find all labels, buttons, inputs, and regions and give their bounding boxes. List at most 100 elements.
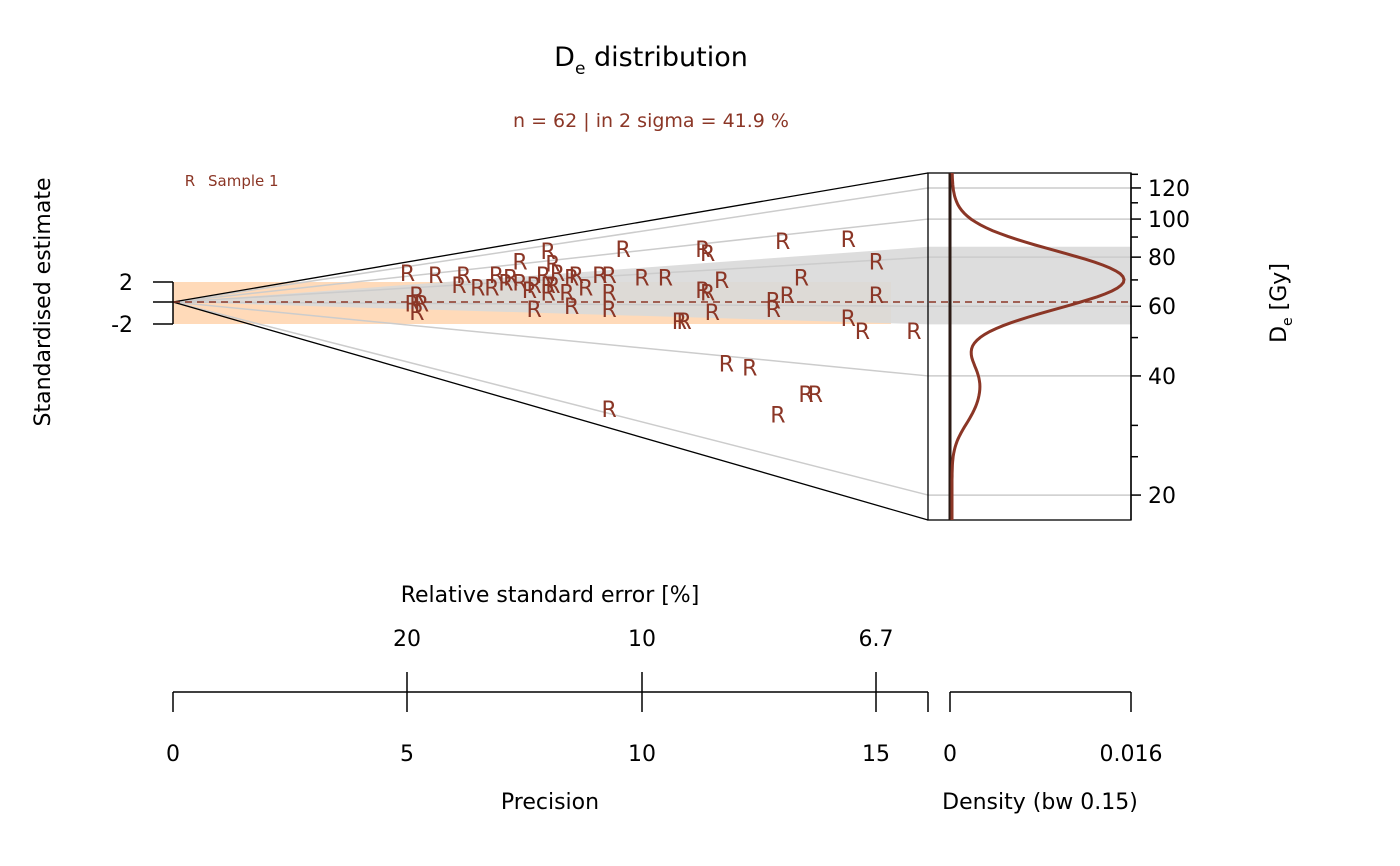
data-point: R	[775, 230, 790, 255]
data-point: R	[742, 357, 757, 382]
precision-tick-label: 15	[862, 742, 890, 767]
data-point: R	[770, 403, 785, 428]
de-tick-label: 120	[1148, 177, 1190, 202]
data-point: R	[559, 282, 574, 307]
data-point: R	[409, 284, 424, 309]
data-point: R	[409, 301, 424, 326]
two-sigma-band-grey	[173, 246, 1131, 325]
chart-title: De distribution	[554, 42, 748, 79]
de-reference-line	[172, 256, 929, 303]
de-tick-label: 20	[1148, 484, 1176, 509]
data-point: R	[634, 266, 649, 291]
precision-axis	[172, 672, 929, 712]
data-point: R	[616, 238, 631, 263]
legend-label: Sample 1	[208, 172, 279, 190]
de-tick-label: 60	[1148, 295, 1176, 320]
de-reference-line	[172, 187, 929, 303]
data-point: R	[414, 292, 429, 317]
data-point: R	[855, 320, 870, 345]
data-point: R	[695, 238, 710, 263]
data-point: R	[601, 298, 616, 323]
data-point: R	[400, 262, 415, 287]
z-tick-label-2: 2	[119, 271, 133, 296]
data-point: R	[869, 250, 884, 275]
data-point: R	[677, 310, 692, 335]
data-point: R	[484, 276, 499, 301]
y-left-axis-label: Standardised estimate	[31, 178, 56, 427]
de-reference-line	[172, 301, 929, 496]
precision-tick-label: 5	[400, 742, 414, 767]
data-point: R	[564, 295, 579, 320]
data-point: R	[512, 250, 527, 275]
fan-upper-boundary	[172, 172, 929, 303]
data-point: R	[536, 264, 551, 289]
data-point: R	[512, 271, 527, 296]
data-point: R	[869, 284, 884, 309]
density-curve	[950, 172, 1126, 520]
data-point: R	[456, 264, 471, 289]
de-reference-line	[172, 301, 929, 377]
data-point: R	[541, 274, 556, 299]
de-axis-right: 120 100 80 60 40 20	[1130, 173, 1190, 520]
legend-symbol: R	[185, 172, 195, 190]
data-point: R	[470, 276, 485, 301]
precision-tick-label: 10	[628, 742, 656, 767]
de-reference-line	[172, 218, 929, 303]
data-point: R	[672, 310, 687, 335]
z-tick-label-neg2: -2	[111, 313, 133, 338]
data-point: R	[794, 266, 809, 291]
y-right-axis-label: De [Gy]	[1267, 263, 1296, 343]
data-point: R	[578, 276, 593, 301]
data-point: R	[700, 282, 715, 307]
density-axis-label: Density (bw 0.15)	[942, 790, 1138, 815]
rse-tick-label: 20	[393, 627, 421, 652]
density-axis	[949, 691, 1132, 712]
data-point: R	[405, 292, 420, 317]
data-point: R	[658, 266, 673, 291]
data-point: R	[526, 274, 541, 299]
density-tick-label: 0.016	[1100, 742, 1163, 767]
de-reference-lines	[172, 187, 1131, 496]
density-panel	[927, 172, 1132, 521]
data-point: R	[700, 242, 715, 267]
rse-tick-label: 6.7	[859, 627, 894, 652]
data-point: R	[719, 353, 734, 378]
fan-lower-boundary	[172, 301, 929, 521]
data-point: R	[498, 271, 513, 296]
de-tick-label: 100	[1148, 208, 1190, 233]
data-point: R	[601, 398, 616, 423]
data-point: R	[526, 298, 541, 323]
data-point: R	[545, 253, 560, 278]
data-point: R	[522, 279, 537, 304]
precision-axis-label: Precision	[501, 790, 599, 815]
z-axis-left	[153, 281, 174, 325]
data-point: R	[601, 264, 616, 289]
data-point: R	[808, 383, 823, 408]
data-point: R	[841, 307, 856, 332]
data-point: R	[451, 274, 466, 299]
data-point: R	[766, 290, 781, 315]
rse-axis-label: Relative standard error [%]	[401, 583, 700, 608]
data-point: R	[601, 282, 616, 307]
chart-subtitle: n = 62 | in 2 sigma = 41.9 %	[513, 110, 789, 132]
data-point: R	[541, 282, 556, 307]
data-point: R	[906, 320, 921, 345]
de-tick-label: 80	[1148, 246, 1176, 271]
data-point: R	[569, 264, 584, 289]
data-point: R	[503, 266, 518, 291]
rse-tick-label: 10	[628, 627, 656, 652]
data-point: R	[592, 264, 607, 289]
data-point: R	[766, 298, 781, 323]
data-point: R	[695, 279, 710, 304]
data-point: R	[541, 240, 556, 265]
data-point: R	[714, 269, 729, 294]
data-point: R	[705, 301, 720, 326]
data-point: R	[798, 383, 813, 408]
data-point: R	[489, 264, 504, 289]
data-point: R	[564, 266, 579, 291]
data-point: R	[545, 274, 560, 299]
de-tick-label: 40	[1148, 365, 1176, 390]
density-tick-label: 0	[943, 742, 957, 767]
